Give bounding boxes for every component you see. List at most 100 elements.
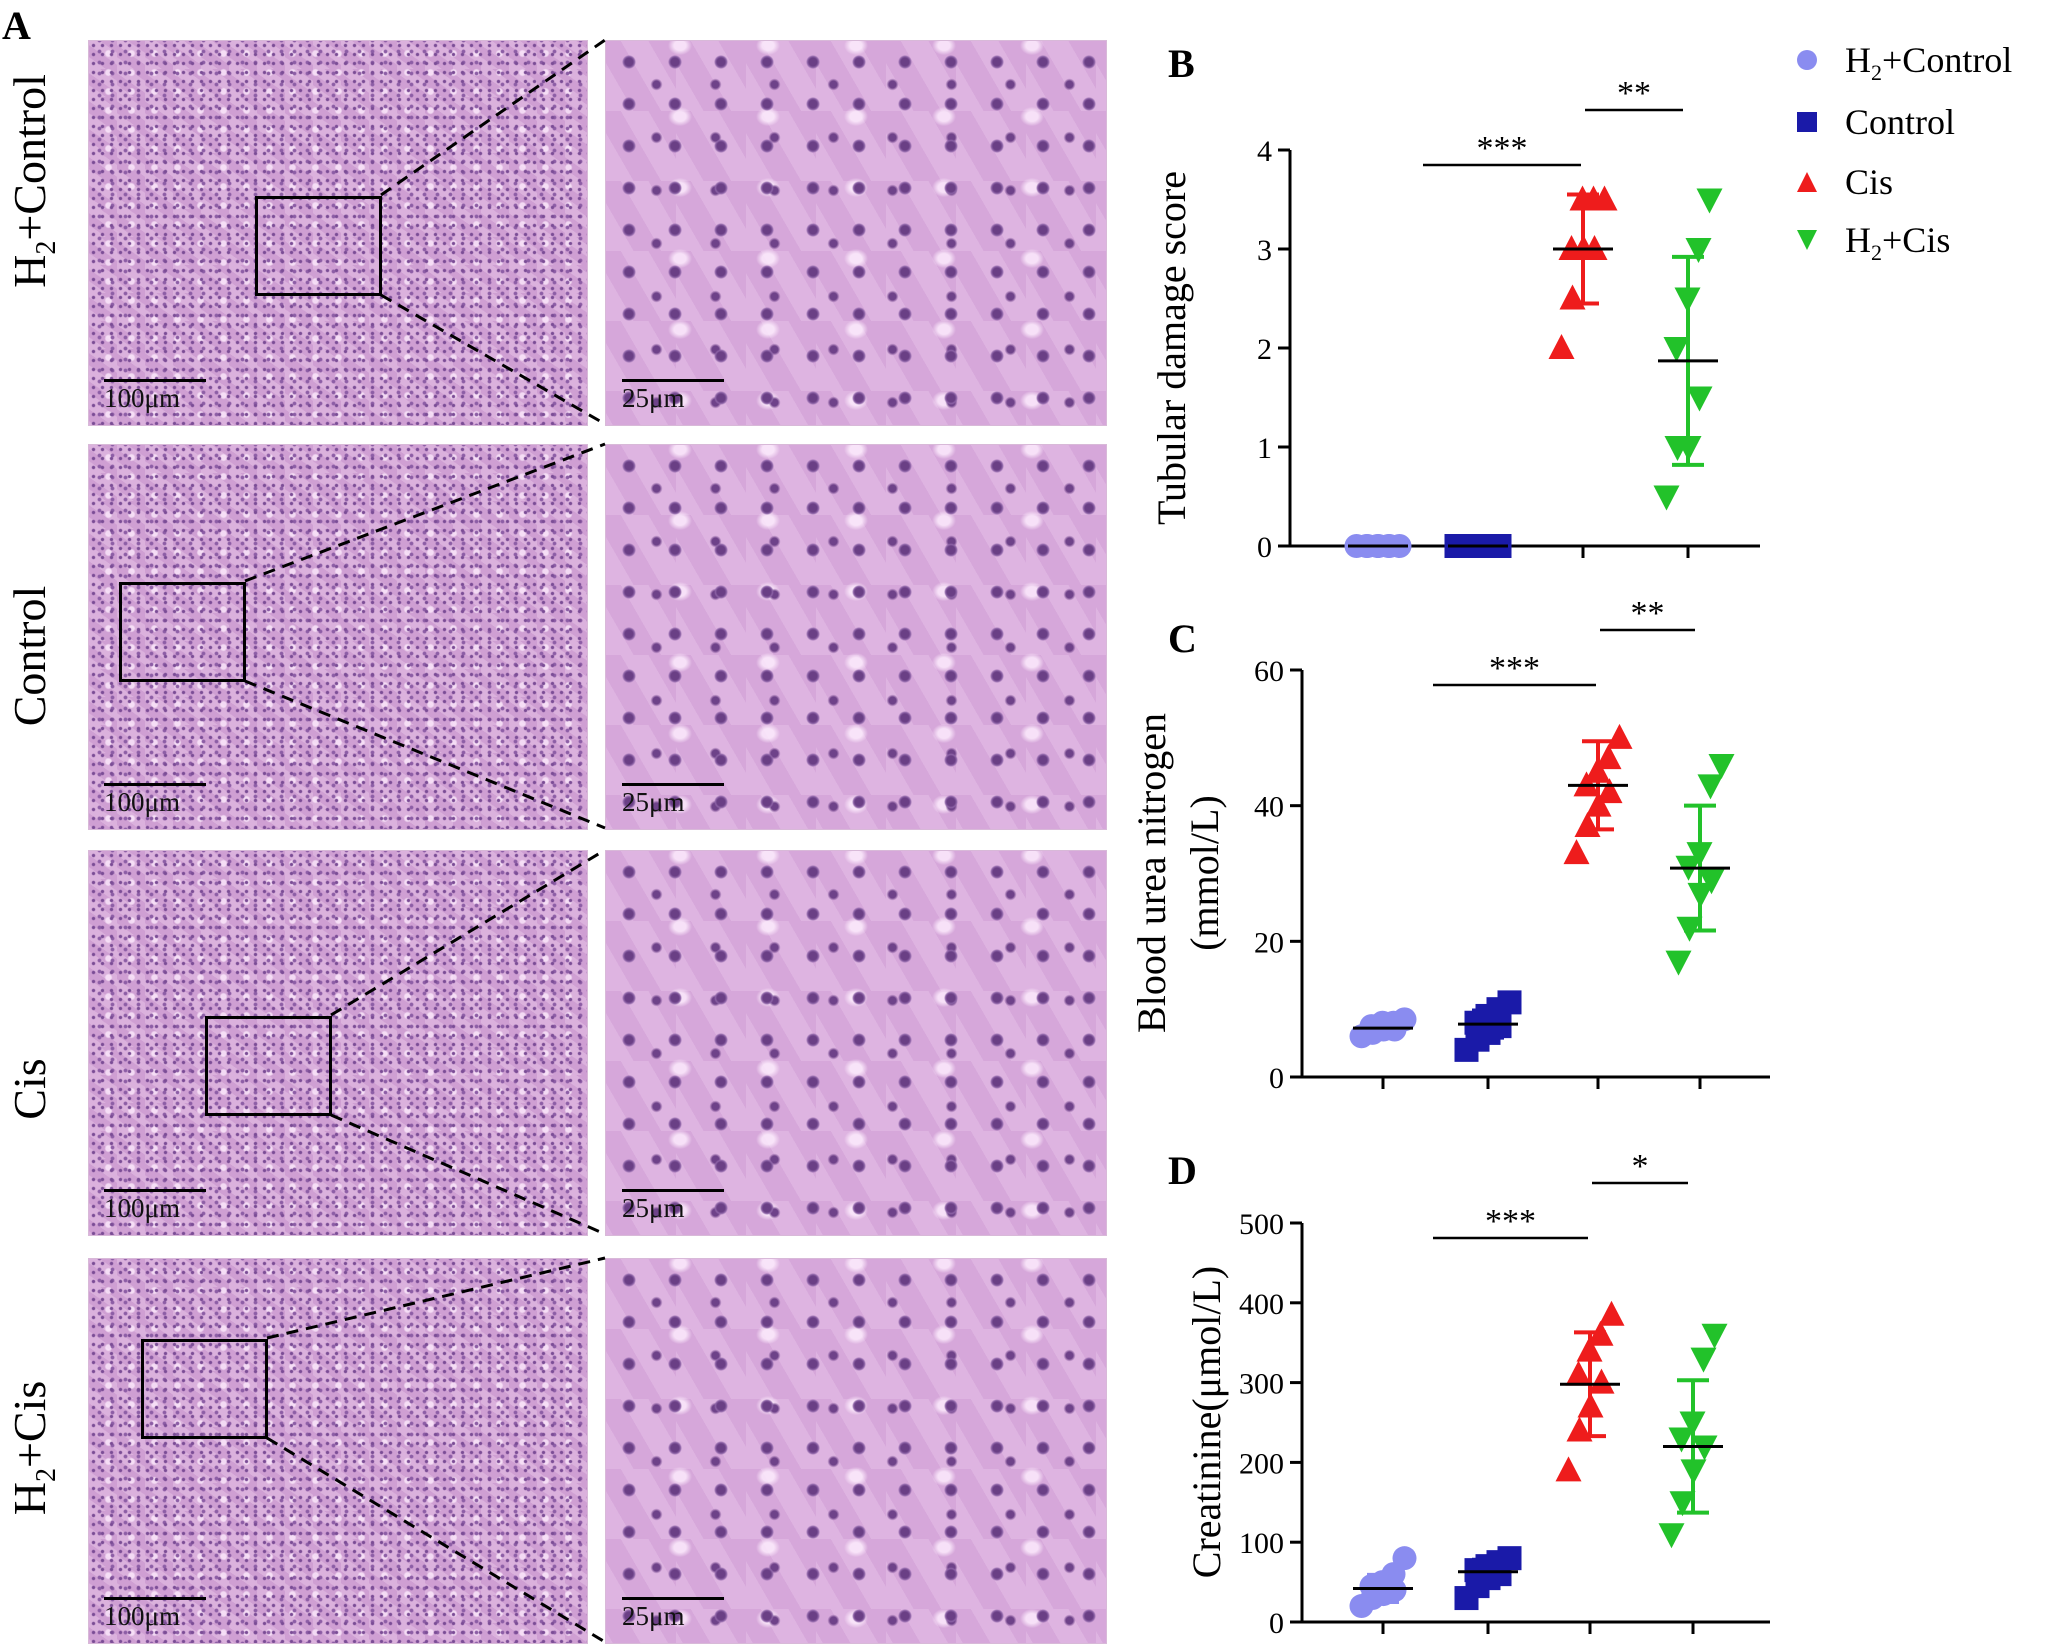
legend-item-h2-cis: H2+Cis bbox=[1785, 218, 2055, 265]
micrograph-high-control: 25μm bbox=[605, 444, 1107, 830]
series-group-1 bbox=[1454, 990, 1522, 1062]
micrograph-low-h2-cis: 100μm bbox=[88, 1258, 588, 1644]
data-point bbox=[1697, 774, 1724, 800]
triangle-up-marker-icon bbox=[1797, 172, 1817, 192]
micrograph-low-h2-control: 100μm bbox=[88, 40, 588, 426]
y-tick-label: 0 bbox=[1269, 1607, 1284, 1640]
y-tick-label: 400 bbox=[1239, 1288, 1284, 1321]
data-point bbox=[1669, 1491, 1696, 1517]
y-axis-label: Blood urea nitrogen bbox=[1129, 713, 1174, 1033]
significance-label: *** bbox=[1489, 650, 1540, 687]
inset-box bbox=[205, 1016, 332, 1116]
significance-label: ** bbox=[1631, 595, 1665, 632]
connector-line bbox=[244, 442, 606, 583]
data-point bbox=[1653, 485, 1680, 511]
data-point bbox=[1588, 1368, 1615, 1394]
y-axis-unit-label: (mmol/L) bbox=[1182, 795, 1227, 951]
connector-line bbox=[266, 1436, 606, 1644]
data-point bbox=[1696, 188, 1723, 214]
data-point bbox=[1663, 337, 1690, 362]
y-axis-label: Creatinine(μmol/L) bbox=[1184, 1266, 1229, 1578]
significance-label: * bbox=[1632, 1148, 1649, 1185]
inset-box bbox=[119, 582, 246, 682]
y-tick-label: 200 bbox=[1239, 1447, 1284, 1480]
series-group-2 bbox=[1548, 185, 1618, 359]
micrograph-high-h2-control: 25μm bbox=[605, 40, 1107, 426]
panel-label-b: B bbox=[1168, 41, 1195, 86]
connector-line bbox=[330, 848, 606, 1017]
data-point bbox=[1565, 1360, 1592, 1386]
micrograph-high-cis: 25μm bbox=[605, 850, 1107, 1236]
connector-line bbox=[266, 1256, 606, 1340]
y-tick-label: 0 bbox=[1257, 531, 1272, 564]
zoom-connectors bbox=[244, 38, 606, 1644]
series-group-1 bbox=[1444, 534, 1512, 558]
y-tick-label: 300 bbox=[1239, 1368, 1284, 1401]
significance-label: *** bbox=[1485, 1203, 1536, 1240]
data-point bbox=[1606, 723, 1633, 749]
legend-item-control: Control bbox=[1785, 100, 2055, 144]
significance-label: ** bbox=[1617, 75, 1651, 112]
panel-label-a: A bbox=[2, 3, 31, 48]
data-point bbox=[1392, 1546, 1417, 1571]
data-point bbox=[1701, 1323, 1728, 1349]
y-tick-label: 100 bbox=[1239, 1527, 1284, 1560]
y-tick-label: 4 bbox=[1257, 135, 1272, 168]
legend-item-h2-control: H2+Control bbox=[1785, 38, 2055, 85]
data-point bbox=[1591, 185, 1618, 211]
series-group-0 bbox=[1349, 1007, 1417, 1049]
data-point bbox=[1392, 1007, 1417, 1032]
data-point bbox=[1665, 950, 1692, 976]
micrograph-high-h2-cis: 25μm bbox=[605, 1258, 1107, 1644]
data-point bbox=[1595, 744, 1622, 770]
data-point bbox=[1658, 1523, 1685, 1549]
series-group-3 bbox=[1653, 188, 1723, 511]
y-tick-label: 0 bbox=[1269, 1062, 1284, 1095]
series-group-3 bbox=[1665, 753, 1735, 976]
y-tick-label: 1 bbox=[1257, 432, 1272, 465]
y-tick-label: 20 bbox=[1254, 926, 1284, 959]
data-point bbox=[1686, 386, 1713, 412]
data-point bbox=[1598, 1300, 1625, 1326]
y-tick-label: 2 bbox=[1257, 333, 1272, 366]
data-point bbox=[1668, 1427, 1695, 1453]
legend-item-cis: Cis bbox=[1785, 160, 2055, 204]
data-point bbox=[1596, 778, 1623, 804]
series-group-0 bbox=[1344, 534, 1412, 558]
data-point bbox=[1685, 238, 1712, 263]
panel-label-c: C bbox=[1168, 616, 1197, 661]
square-marker-icon bbox=[1797, 112, 1817, 132]
series-group-2 bbox=[1555, 1300, 1625, 1482]
inset-box bbox=[141, 1339, 268, 1439]
y-tick-label: 3 bbox=[1257, 234, 1272, 267]
circle-marker-icon bbox=[1797, 50, 1817, 70]
connector-line bbox=[330, 1113, 606, 1236]
legend: H2+Control Control Cis H2+Cis bbox=[1785, 38, 2055, 268]
data-point bbox=[1690, 1347, 1717, 1373]
triangle-down-marker-icon bbox=[1797, 230, 1817, 250]
data-point bbox=[1555, 1456, 1582, 1482]
connector-line bbox=[380, 38, 606, 197]
series-group-1 bbox=[1454, 1546, 1522, 1611]
data-point bbox=[1698, 869, 1725, 895]
data-point bbox=[1563, 839, 1590, 865]
y-tick-label: 60 bbox=[1254, 655, 1284, 688]
data-point bbox=[1708, 753, 1735, 779]
y-tick-label: 500 bbox=[1239, 1208, 1284, 1241]
series-group-2 bbox=[1563, 723, 1633, 865]
significance-label: *** bbox=[1477, 130, 1528, 167]
micrograph-low-control: 100μm bbox=[88, 444, 588, 830]
y-axis-label: Tubular damage score bbox=[1149, 171, 1194, 525]
series-group-0 bbox=[1349, 1546, 1417, 1619]
connector-line bbox=[380, 293, 606, 426]
data-point bbox=[1548, 334, 1575, 359]
connector-line bbox=[244, 679, 606, 830]
micrograph-low-cis: 100μm bbox=[88, 850, 588, 1236]
y-tick-label: 40 bbox=[1254, 791, 1284, 824]
inset-box bbox=[255, 196, 382, 296]
series-group-3 bbox=[1658, 1323, 1728, 1549]
